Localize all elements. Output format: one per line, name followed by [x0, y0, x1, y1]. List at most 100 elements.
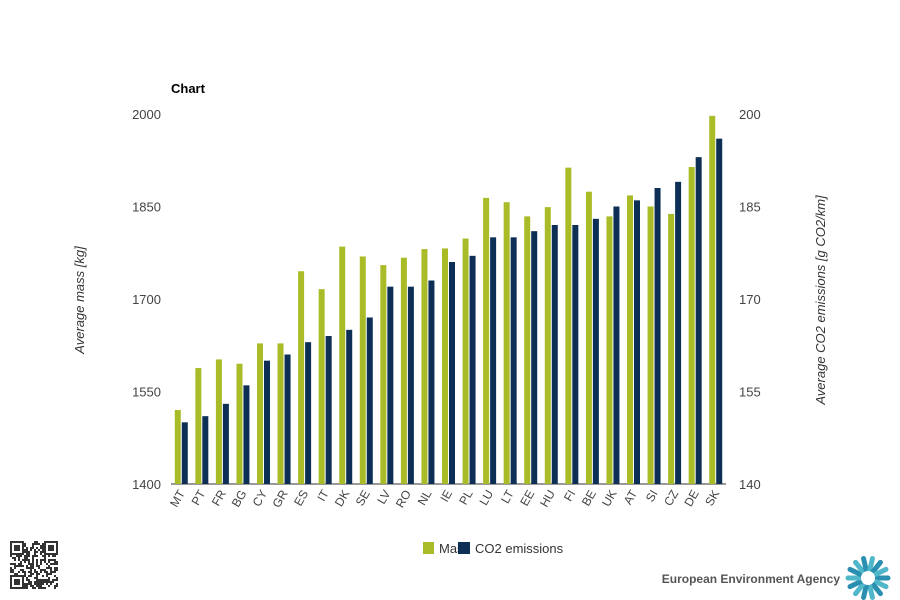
- qr-module: [26, 579, 28, 581]
- bar-mass-fi[interactable]: [565, 167, 572, 484]
- bar-co2-lu[interactable]: [490, 237, 497, 484]
- qr-module: [54, 571, 56, 573]
- bar-mass-de[interactable]: [688, 167, 695, 485]
- bar-mass-pl[interactable]: [462, 238, 469, 484]
- qr-module: [22, 545, 24, 547]
- qr-module: [42, 551, 44, 553]
- qr-module: [32, 547, 34, 549]
- legend-co2-label[interactable]: CO2 emissions: [475, 541, 564, 556]
- bar-mass-uk[interactable]: [606, 216, 613, 484]
- qr-module: [46, 581, 48, 583]
- bar-mass-sk[interactable]: [709, 115, 716, 484]
- bar-mass-ee[interactable]: [524, 216, 531, 484]
- bar-co2-mt[interactable]: [181, 422, 188, 484]
- bar-co2-uk[interactable]: [613, 206, 620, 485]
- bar-co2-si[interactable]: [654, 188, 661, 484]
- qr-module: [48, 559, 50, 561]
- qr-module: [14, 575, 16, 577]
- bar-co2-dk[interactable]: [346, 329, 353, 484]
- bar-mass-be[interactable]: [585, 191, 592, 484]
- bar-co2-fr[interactable]: [222, 403, 229, 484]
- bar-mass-lu[interactable]: [483, 197, 490, 484]
- qr-module: [24, 545, 26, 547]
- bar-co2-se[interactable]: [366, 317, 373, 485]
- bar-mass-mt[interactable]: [174, 410, 181, 484]
- qr-module: [24, 587, 26, 589]
- qr-module: [48, 553, 50, 555]
- qr-module: [36, 543, 38, 545]
- bar-mass-it[interactable]: [318, 289, 325, 484]
- bar-co2-hu[interactable]: [551, 225, 558, 484]
- bar-co2-sk[interactable]: [716, 138, 723, 484]
- qr-module: [54, 541, 56, 543]
- bar-mass-lt[interactable]: [503, 202, 510, 484]
- bar-co2-fi[interactable]: [572, 225, 579, 484]
- bar-mass-at[interactable]: [627, 195, 633, 484]
- qr-module: [24, 573, 26, 575]
- bar-mass-dk[interactable]: [339, 246, 346, 484]
- bar-mass-pt[interactable]: [195, 368, 202, 484]
- right-tick-label: 185: [739, 200, 761, 215]
- qr-module: [44, 551, 46, 553]
- bar-co2-lt[interactable]: [510, 237, 517, 484]
- category-labels: MT PT FR BG CY GR ES IT DK SE LV RO NL IE PL LU LT EE HU FI…: [167, 487, 722, 510]
- bar-co2-it[interactable]: [325, 336, 332, 484]
- bar-co2-gr[interactable]: [284, 354, 291, 485]
- bar-co2-es[interactable]: [305, 342, 312, 484]
- bar-mass-hu[interactable]: [544, 207, 551, 484]
- qr-module: [32, 555, 34, 557]
- bar-co2-ro[interactable]: [407, 286, 414, 484]
- bar-co2-lv[interactable]: [387, 286, 394, 484]
- qr-module: [54, 563, 56, 565]
- qr-module: [48, 579, 50, 581]
- legend[interactable]: Mass CO2 emissions: [423, 541, 564, 556]
- bar-mass-lv[interactable]: [380, 265, 387, 484]
- bar-co2-cy[interactable]: [264, 360, 270, 484]
- eea-logo-ray: [867, 583, 875, 600]
- qr-module: [50, 571, 52, 573]
- qr-module: [56, 585, 58, 587]
- qr-module: [50, 581, 52, 583]
- bar-mass-bg[interactable]: [236, 363, 243, 484]
- bar-co2-nl[interactable]: [428, 280, 435, 485]
- qr-module: [10, 547, 12, 549]
- bar-mass-es[interactable]: [298, 271, 305, 484]
- bar-mass-gr[interactable]: [277, 343, 284, 484]
- bar-co2-be[interactable]: [592, 218, 599, 485]
- bar-mass-cz[interactable]: [668, 213, 675, 484]
- bar-mass-fr[interactable]: [215, 359, 222, 484]
- qr-module: [30, 569, 32, 571]
- bar-co2-ee[interactable]: [531, 231, 538, 484]
- qr-module: [30, 585, 32, 587]
- bar-mass-se[interactable]: [359, 256, 366, 484]
- bar-mass-si[interactable]: [647, 206, 654, 485]
- qr-module: [22, 571, 24, 573]
- qr-module: [16, 565, 18, 567]
- bar-co2-de[interactable]: [695, 157, 702, 484]
- qr-module: [30, 567, 32, 569]
- bar-mass-nl[interactable]: [421, 249, 428, 484]
- qr-code-icon[interactable]: [10, 541, 58, 589]
- qr-module: [14, 557, 16, 559]
- qr-module: [22, 549, 24, 551]
- qr-module: [14, 559, 16, 561]
- bar-co2-cz[interactable]: [675, 181, 682, 485]
- qr-module: [50, 563, 52, 565]
- bar-mass-cy[interactable]: [257, 343, 263, 484]
- bar-mass-ie[interactable]: [442, 248, 448, 484]
- bar-mass-ro[interactable]: [400, 257, 407, 484]
- bar-co2-at[interactable]: [634, 200, 640, 485]
- bar-co2-bg[interactable]: [243, 385, 250, 484]
- bar-co2-pt[interactable]: [202, 416, 209, 484]
- qr-module: [48, 549, 50, 551]
- qr-module: [52, 581, 54, 583]
- qr-module: [22, 553, 24, 555]
- qr-module: [32, 573, 34, 575]
- bar-co2-ie[interactable]: [449, 262, 455, 484]
- qr-module: [48, 555, 50, 557]
- qr-module: [34, 543, 36, 545]
- qr-module: [40, 587, 42, 589]
- bar-co2-pl[interactable]: [469, 255, 476, 484]
- qr-module: [48, 573, 50, 575]
- qr-module: [44, 571, 46, 573]
